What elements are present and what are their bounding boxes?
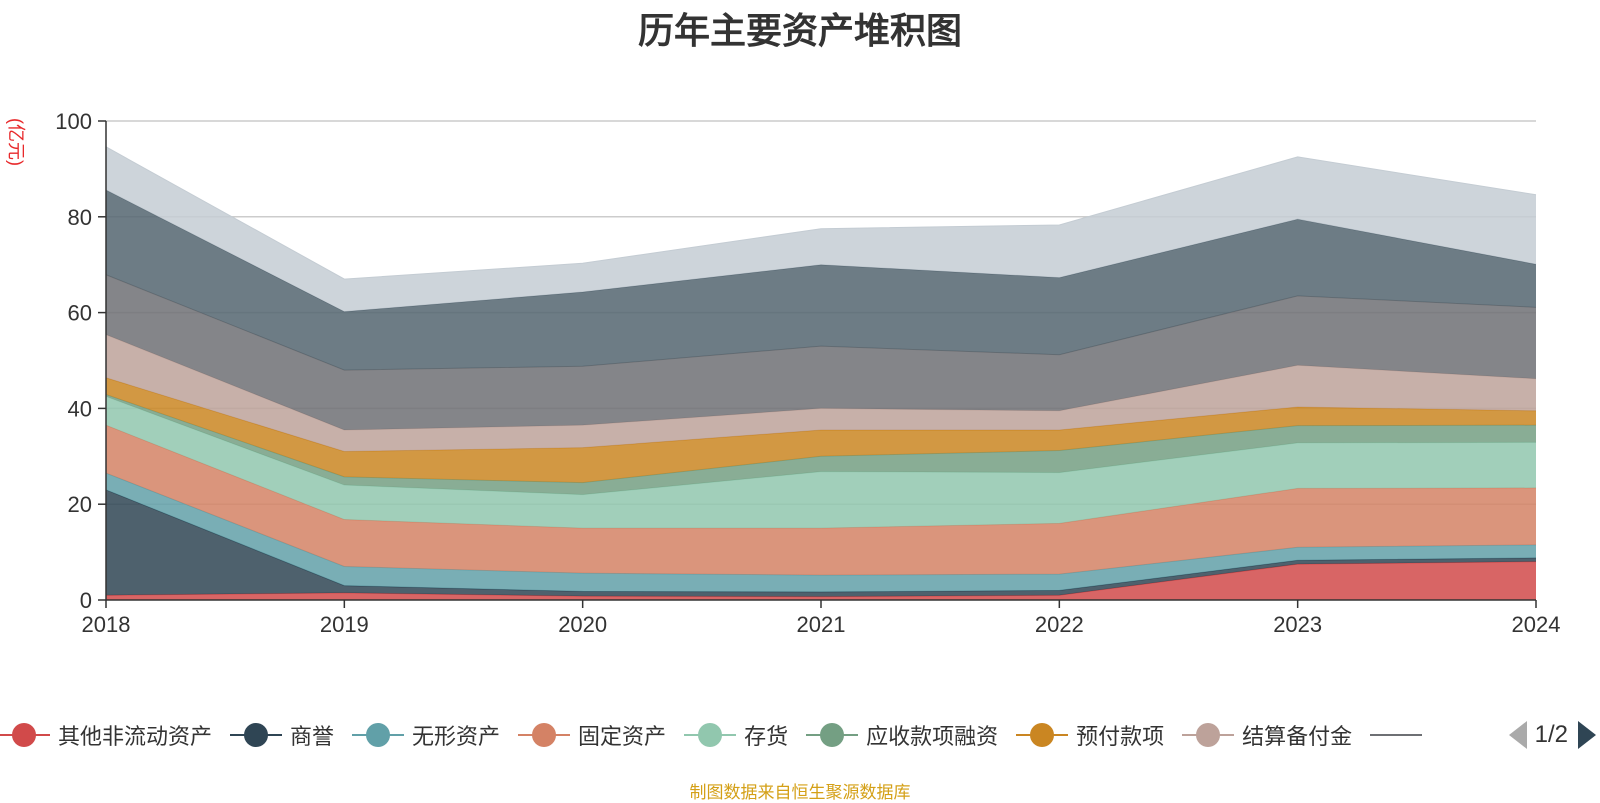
area-series-1[interactable] xyxy=(106,489,1536,597)
legend-item-partial[interactable] xyxy=(1370,720,1430,750)
legend-label: 固定资产 xyxy=(578,724,667,749)
area-series-8[interactable] xyxy=(106,274,1536,430)
legend-pager: 1/2 xyxy=(1488,716,1600,754)
area-series-9[interactable] xyxy=(106,189,1536,371)
y-tick-label: 80 xyxy=(68,205,92,230)
legend-marker-icon xyxy=(684,720,737,750)
legend-page-count: 1/2 xyxy=(1534,721,1568,748)
x-tick-label: 2022 xyxy=(1035,612,1084,637)
legend-item-2[interactable]: 无形资产 xyxy=(352,719,500,751)
legend-label: 其他非流动资产 xyxy=(58,724,213,749)
x-tick-label: 2024 xyxy=(1512,612,1561,637)
legend-item-5[interactable]: 应收款项融资 xyxy=(806,719,998,751)
legend-label: 结算备付金 xyxy=(1242,724,1353,749)
legend-marker-icon xyxy=(806,720,859,750)
area-line-10 xyxy=(105,146,1537,280)
y-tick-label: 60 xyxy=(68,301,92,326)
legend-item-6[interactable]: 预付款项 xyxy=(1016,719,1164,751)
x-tick-label: 2020 xyxy=(558,612,607,637)
y-tick-label: 100 xyxy=(55,109,92,134)
y-tick-label: 40 xyxy=(68,396,92,421)
area-series-0[interactable] xyxy=(106,561,1536,600)
legend-prev-arrow-icon[interactable] xyxy=(1508,721,1527,749)
legend-marker-icon xyxy=(230,720,283,750)
stacked-area-chart: 0 20 40 60 80 100 2018 2019 2020 2021 2022 2023 2024 xyxy=(55,109,1561,637)
legend-label: 商誉 xyxy=(290,724,335,749)
legend-item-3[interactable]: 固定资产 xyxy=(518,719,666,751)
x-tick-label: 2018 xyxy=(82,612,131,637)
chart-title: 历年主要资产堆积图 xyxy=(637,10,962,51)
y-tick-label: 0 xyxy=(80,588,92,613)
area-series-2[interactable] xyxy=(106,473,1536,592)
area-series-4[interactable] xyxy=(106,396,1536,529)
data-source-note: 制图数据来自恒生聚源数据库 xyxy=(689,783,911,802)
legend-next-arrow-icon[interactable] xyxy=(1578,721,1596,749)
legend-item-4[interactable]: 存货 xyxy=(684,719,788,751)
x-tick-label: 2019 xyxy=(320,612,369,637)
y-tick-label: 20 xyxy=(68,492,92,517)
legend-marker-icon xyxy=(1182,720,1235,750)
legend-item-0[interactable]: 其他非流动资产 xyxy=(0,719,212,751)
x-tick-label: 2023 xyxy=(1273,612,1322,637)
legend-marker-icon xyxy=(1370,720,1423,750)
legend-label: 应收款项融资 xyxy=(866,724,999,749)
legend-marker-icon xyxy=(518,720,571,750)
legend-label: 无形资产 xyxy=(412,724,501,749)
area-series-3[interactable] xyxy=(106,425,1536,576)
area-series-7[interactable] xyxy=(106,334,1536,452)
legend-item-1[interactable]: 商誉 xyxy=(230,719,334,751)
legend-label: 存货 xyxy=(744,724,789,749)
legend-marker-icon xyxy=(0,720,50,750)
legend-label: 预付款项 xyxy=(1076,724,1165,749)
x-tick-label: 2021 xyxy=(797,612,846,637)
legend-marker-icon xyxy=(352,720,405,750)
legend: 其他非流动资产 商誉 无形资产 固定资产 存货 应收款项融资 预付款项 结算备付金 xyxy=(0,718,1600,752)
legend-item-7[interactable]: 结算备付金 xyxy=(1182,719,1352,751)
area-series-5[interactable] xyxy=(106,394,1536,495)
legend-marker-icon xyxy=(1016,720,1069,750)
